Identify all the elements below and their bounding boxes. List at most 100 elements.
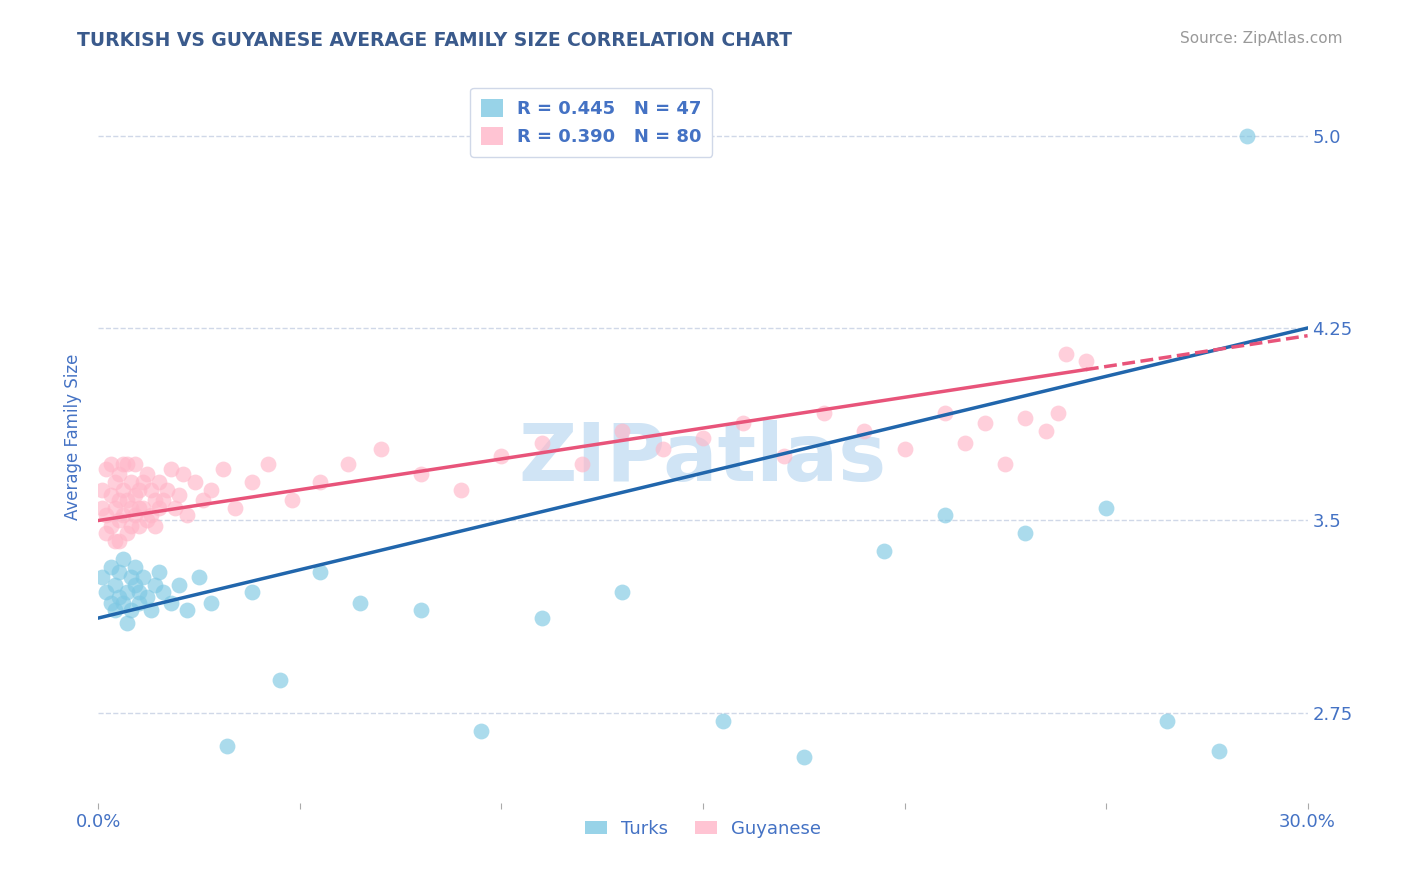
Point [772,450,794,464]
Point [107,492,129,507]
Point [571,457,593,471]
Text: Source: ZipAtlas.com: Source: ZipAtlas.com [1180,31,1343,46]
Point [132,475,155,489]
Point [612,424,634,438]
Point [160,596,183,610]
Point [128,500,150,515]
Point [1014,410,1036,425]
Point [91,500,114,515]
Point [953,436,976,450]
Point [124,559,146,574]
Point [530,436,553,450]
Point [813,406,835,420]
Point [176,508,198,523]
Point [934,508,956,523]
Point [491,450,513,464]
Point [1236,128,1258,143]
Point [167,488,190,502]
Point [96,508,118,523]
Point [107,514,129,528]
Point [156,483,179,497]
Point [176,603,198,617]
Point [240,585,263,599]
Point [103,534,125,549]
Point [107,534,129,549]
Point [349,596,371,610]
Point [212,462,235,476]
Point [103,603,125,617]
Point [1046,406,1069,420]
Point [409,467,432,482]
Point [100,488,122,502]
Point [128,585,150,599]
Point [651,442,673,456]
Point [139,483,162,497]
Point [200,483,222,497]
Point [135,467,157,482]
Point [711,714,734,728]
Point [128,483,150,497]
Point [143,492,166,507]
Point [217,739,239,754]
Point [1095,500,1118,515]
Point [103,500,125,515]
Point [337,457,360,471]
Point [224,500,246,515]
Point [733,416,755,430]
Point [200,596,222,610]
Point [309,475,332,489]
Point [172,467,194,482]
Point [96,462,118,476]
Point [115,616,138,631]
Point [143,518,166,533]
Point [143,577,166,591]
Point [1208,744,1230,758]
Point [120,500,142,515]
Point [1014,526,1036,541]
Point [111,457,134,471]
Point [692,431,714,445]
Text: TURKISH VS GUYANESE AVERAGE FAMILY SIZE CORRELATION CHART: TURKISH VS GUYANESE AVERAGE FAMILY SIZE … [77,31,793,50]
Point [873,544,896,558]
Point [111,596,134,610]
Point [91,483,114,497]
Point [160,462,183,476]
Point [124,457,146,471]
Text: ZIPatlas: ZIPatlas [519,420,887,498]
Point [853,424,876,438]
Point [128,518,150,533]
Point [128,596,150,610]
Y-axis label: Average Family Size: Average Family Size [65,354,83,520]
Point [107,467,129,482]
Point [256,457,278,471]
Point [188,570,211,584]
Point [115,492,138,507]
Point [100,457,122,471]
Point [152,492,174,507]
Point [115,585,138,599]
Point [152,585,174,599]
Legend: Turks, Guyanese: Turks, Guyanese [578,813,828,845]
Point [934,406,956,420]
Point [148,500,170,515]
Point [132,570,155,584]
Point [994,457,1017,471]
Point [370,442,392,456]
Point [269,673,291,687]
Point [139,603,162,617]
Point [281,492,304,507]
Point [974,416,997,430]
Point [450,483,472,497]
Point [120,570,142,584]
Point [111,508,134,523]
Point [124,508,146,523]
Point [100,518,122,533]
Point [148,475,170,489]
Point [240,475,263,489]
Point [115,457,138,471]
Point [793,749,815,764]
Point [167,577,190,591]
Point [1035,424,1057,438]
Point [100,559,122,574]
Point [1054,346,1077,360]
